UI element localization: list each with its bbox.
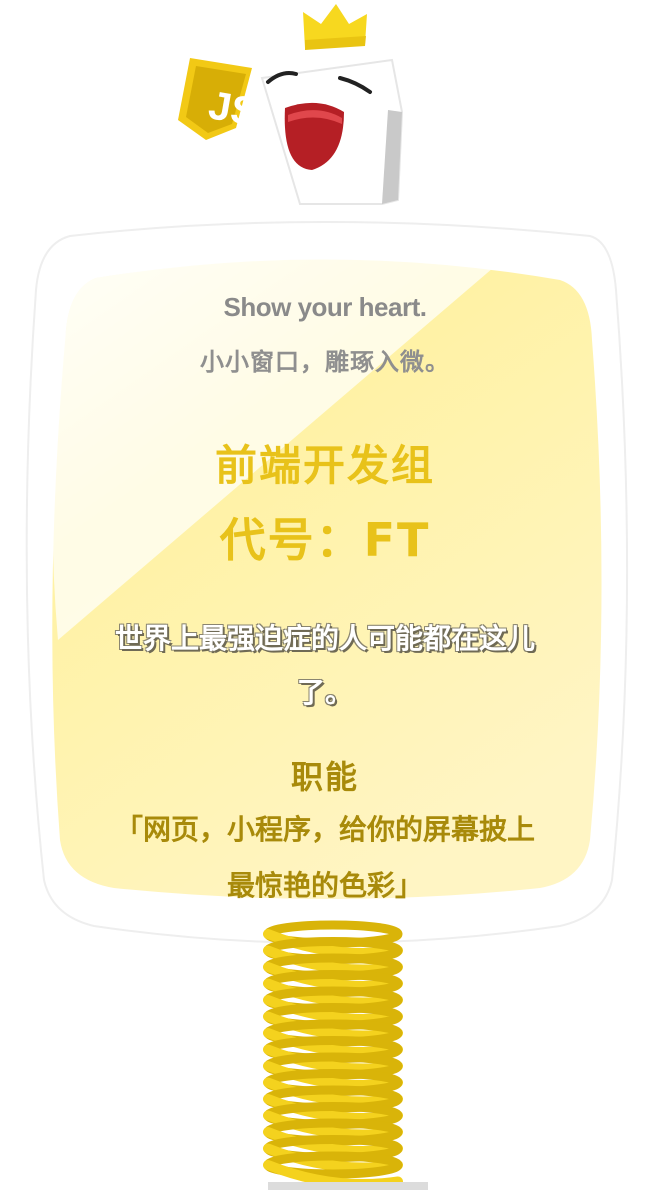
mascot-illustration: JS — [0, 0, 650, 215]
crown-icon — [303, 4, 367, 50]
duty-description: 「网页，小程序，给你的屏幕披上最惊艳的色彩」 — [114, 813, 535, 902]
slogan-chinese: 小小窗口，雕琢入微。 — [200, 348, 450, 376]
duty-title: 职能 — [290, 758, 359, 796]
team-code: 代号：FT — [219, 513, 431, 567]
svg-text:JS: JS — [205, 83, 261, 135]
mascot-eyes — [266, 71, 372, 94]
team-motto: 世界上最强迫症的人可能都在这儿了。 — [114, 622, 535, 709]
mascot-mouth — [284, 102, 344, 170]
spring-base — [268, 1182, 428, 1190]
slogan-english: Show your heart. — [223, 292, 427, 322]
team-name: 前端开发组 — [214, 441, 435, 490]
js-shield-icon: JS — [178, 58, 261, 140]
card-glare — [52, 255, 501, 640]
